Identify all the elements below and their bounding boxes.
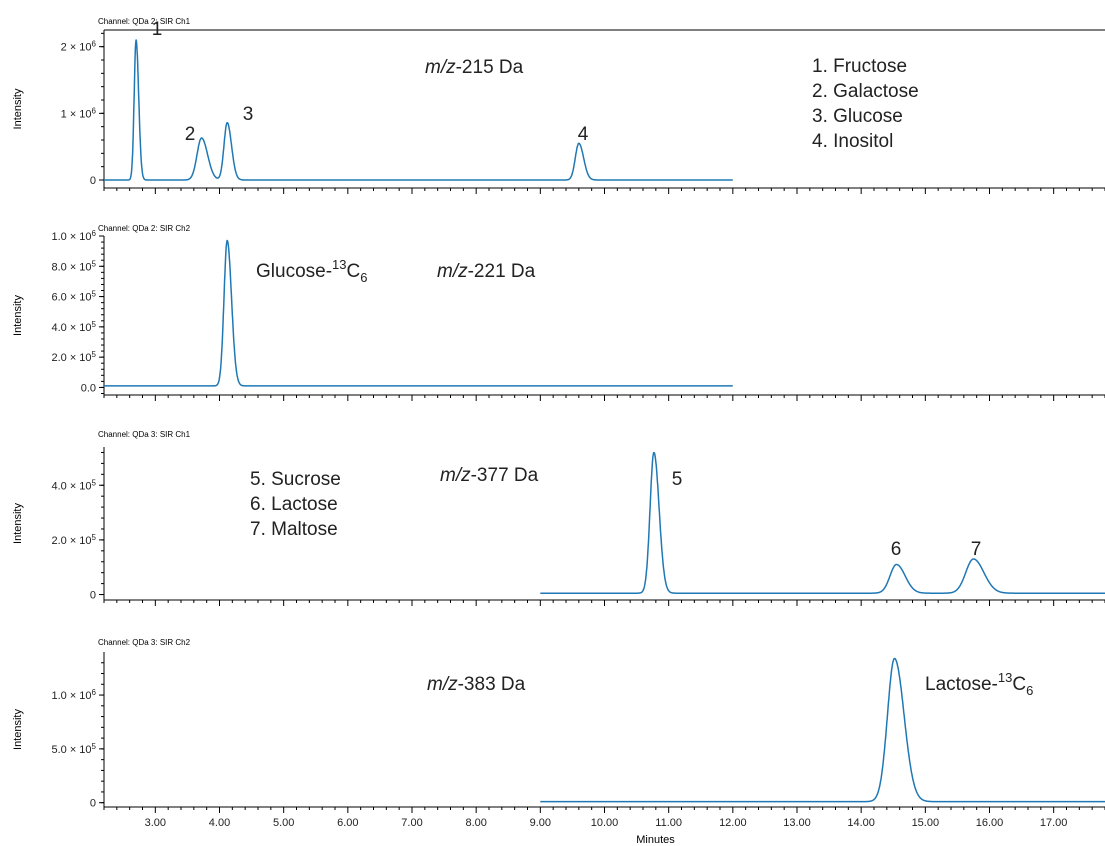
y-axis-label: Intensity — [12, 503, 24, 544]
x-tick-label: 7.00 — [401, 817, 422, 829]
x-tick-label: 8.00 — [465, 817, 486, 829]
peak-label-1: 1 — [152, 19, 163, 40]
peak-label-7: 7 — [971, 539, 982, 560]
chromatogram-panels: Channel: QDa 2: SIR Ch1 0 1 × 106 2 × 106 In… — [12, 17, 1105, 846]
x-tick-label: 15.00 — [912, 817, 940, 829]
y-tick-label: 2.0 × 105 — [51, 350, 96, 365]
chromatogram-trace — [103, 239, 734, 387]
chromatogram-trace — [103, 39, 734, 181]
chart-panel-4: Channel: QDa 3: SIR Ch2 0 5.0 × 105 1.0 × 1… — [12, 638, 1105, 846]
legend-item: 1. Fructose — [812, 56, 907, 77]
peak-label-3: 3 — [243, 104, 254, 125]
y-tick-label: 2 × 106 — [61, 39, 97, 54]
y-tick-label: 1.0 × 106 — [51, 229, 96, 244]
x-tick-label: 6.00 — [337, 817, 358, 829]
chart-panel-1: Channel: QDa 2: SIR Ch1 0 1 × 106 2 × 106 In… — [12, 17, 1105, 194]
x-tick-label: 13.00 — [783, 817, 811, 829]
x-tick-label: 5.00 — [273, 817, 294, 829]
y-tick-label: 4.0 × 105 — [51, 319, 96, 334]
mz-label: m/z-377 Da — [440, 465, 539, 486]
legend-item: 5. Sucrose — [250, 469, 341, 490]
chart-panel-2: Channel: QDa 2: SIR Ch2 0.0 2.0 × 105 4.0 ×… — [12, 224, 1105, 401]
x-tick-label: 17.00 — [1040, 817, 1068, 829]
y-tick-label: 5.0 × 105 — [51, 741, 96, 756]
y-axis-label: Intensity — [12, 709, 24, 750]
legend-item: 3. Glucose — [812, 106, 903, 127]
chromatogram-trace — [539, 451, 1105, 594]
legend-item: 6. Lactose — [250, 494, 338, 515]
x-tick-label: 9.00 — [530, 817, 551, 829]
y-axis-label: Intensity — [12, 295, 24, 336]
peak-label-6: 6 — [891, 539, 902, 560]
y-tick-label: 1.0 × 106 — [51, 688, 96, 703]
channel-label: Channel: QDa 2: SIR Ch1 — [98, 17, 191, 26]
y-tick-label: 0 — [90, 798, 96, 810]
y-tick-label: 2.0 × 105 — [51, 532, 96, 547]
axis-frame — [103, 30, 1105, 189]
mz-label: m/z-383 Da — [427, 674, 526, 695]
y-tick-label: 0 — [90, 590, 96, 602]
chromatogram-trace — [539, 657, 1105, 803]
x-tick-label: 3.00 — [145, 817, 166, 829]
peak-label-5: 5 — [672, 469, 683, 490]
channel-label: Channel: QDa 3: SIR Ch2 — [98, 638, 191, 647]
isotope-annotation: Glucose-13C6 — [256, 257, 367, 285]
y-tick-label: 0.0 — [81, 382, 96, 394]
peak-label-4: 4 — [578, 124, 589, 145]
y-axis-label: Intensity — [12, 88, 24, 129]
peak-label-2: 2 — [185, 124, 196, 145]
x-tick-label: 4.00 — [209, 817, 230, 829]
x-tick-label: 14.00 — [847, 817, 875, 829]
y-tick-label: 8.0 × 105 — [51, 259, 96, 274]
x-tick-label: 11.00 — [655, 817, 682, 829]
chart-panel-3: Channel: QDa 3: SIR Ch1 0 2.0 × 105 4.0 × 1… — [12, 430, 1105, 606]
x-tick-label: 10.00 — [591, 817, 619, 829]
x-tick-label: 12.00 — [719, 817, 747, 829]
y-tick-label: 0 — [90, 175, 96, 187]
y-tick-label: 6.0 × 105 — [51, 289, 96, 304]
y-tick-label: 1 × 106 — [61, 106, 97, 121]
channel-label: Channel: QDa 3: SIR Ch1 — [98, 430, 191, 439]
isotope-annotation: Lactose-13C6 — [925, 670, 1033, 698]
mz-label: m/z-221 Da — [437, 261, 536, 282]
legend-item: 7. Maltose — [250, 519, 338, 540]
mz-label: m/z-215 Da — [425, 57, 524, 78]
legend-item: 4. Inositol — [812, 131, 893, 152]
x-axis-label: Minutes — [636, 834, 675, 846]
legend-item: 2. Galactose — [812, 81, 919, 102]
axis-frame — [103, 236, 1105, 396]
channel-label: Channel: QDa 2: SIR Ch2 — [98, 224, 191, 233]
x-tick-label: 16.00 — [976, 817, 1004, 829]
y-tick-label: 4.0 × 105 — [51, 478, 96, 493]
